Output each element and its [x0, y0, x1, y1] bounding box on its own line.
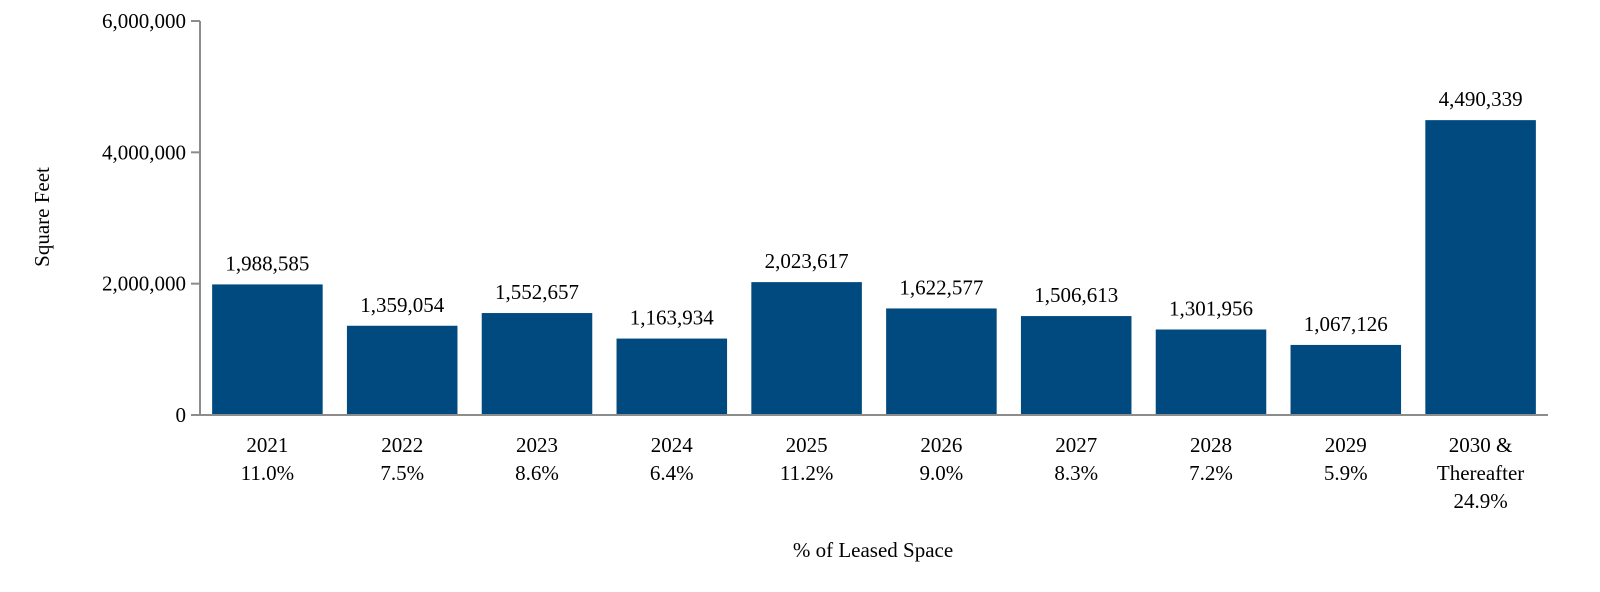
bar-value-label: 1,359,054 [360, 293, 445, 317]
bar [1020, 316, 1132, 415]
x-category-label: 2030 & [1449, 433, 1513, 457]
x-category-label: 24.9% [1453, 489, 1507, 513]
x-axis-title: % of Leased Space [793, 538, 953, 562]
bar [616, 338, 728, 415]
bar [346, 325, 458, 415]
y-tick-label: 4,000,000 [102, 140, 186, 164]
x-category-label: 2021 [246, 433, 288, 457]
y-axis-title: Square Feet [30, 167, 54, 267]
bar [481, 313, 593, 415]
x-category-label: 7.2% [1189, 461, 1233, 485]
x-category-label: 2024 [651, 433, 694, 457]
bars-group: 1,988,585 1,359,054 1,552,657 1,163,934 2,02… [212, 87, 1536, 416]
y-tick-label: 0 [176, 403, 187, 427]
y-tick-label: 2,000,000 [102, 272, 186, 296]
x-category-label: 2023 [516, 433, 558, 457]
y-axis: 0 2,000,000 4,000,000 6,000,000 [102, 9, 201, 427]
bar-value-label: 2,023,617 [765, 249, 849, 273]
bar-value-label: 1,552,657 [495, 280, 579, 304]
x-category-label: 2022 [381, 433, 423, 457]
x-category-label: 2028 [1190, 433, 1232, 457]
bar-value-label: 4,490,339 [1439, 87, 1523, 111]
bar-value-label: 1,988,585 [225, 251, 309, 275]
x-category-label: 2026 [920, 433, 962, 457]
x-category-label: 11.2% [780, 461, 833, 485]
y-tick-label: 6,000,000 [102, 9, 186, 33]
x-category-label: 7.5% [380, 461, 424, 485]
x-axis: 2021 11.0% 2022 7.5% 2023 8.6% 2024 6.4% 2025 11.… [200, 414, 1548, 513]
x-category-label: 6.4% [650, 461, 694, 485]
bar [212, 284, 323, 415]
x-category-label: 9.0% [920, 461, 964, 485]
bar-value-label: 1,163,934 [630, 306, 715, 330]
x-category-label: 5.9% [1324, 461, 1368, 485]
x-category-label: Thereafter [1437, 461, 1524, 485]
bar [1290, 344, 1402, 415]
x-category-label: 8.3% [1054, 461, 1098, 485]
bar [751, 282, 862, 415]
x-category-label: 11.0% [241, 461, 294, 485]
x-category-label: 8.6% [515, 461, 559, 485]
bar-value-label: 1,622,577 [899, 275, 983, 299]
bar [1155, 329, 1267, 415]
x-category-label: 2029 [1325, 433, 1367, 457]
bar-value-label: 1,067,126 [1304, 312, 1388, 336]
x-category-label: 2027 [1055, 433, 1097, 457]
x-category-label: 2025 [786, 433, 828, 457]
bar [886, 308, 997, 415]
bar-value-label: 1,301,956 [1169, 297, 1253, 321]
bar-value-label: 1,506,613 [1034, 283, 1118, 307]
bar [1425, 120, 1536, 416]
